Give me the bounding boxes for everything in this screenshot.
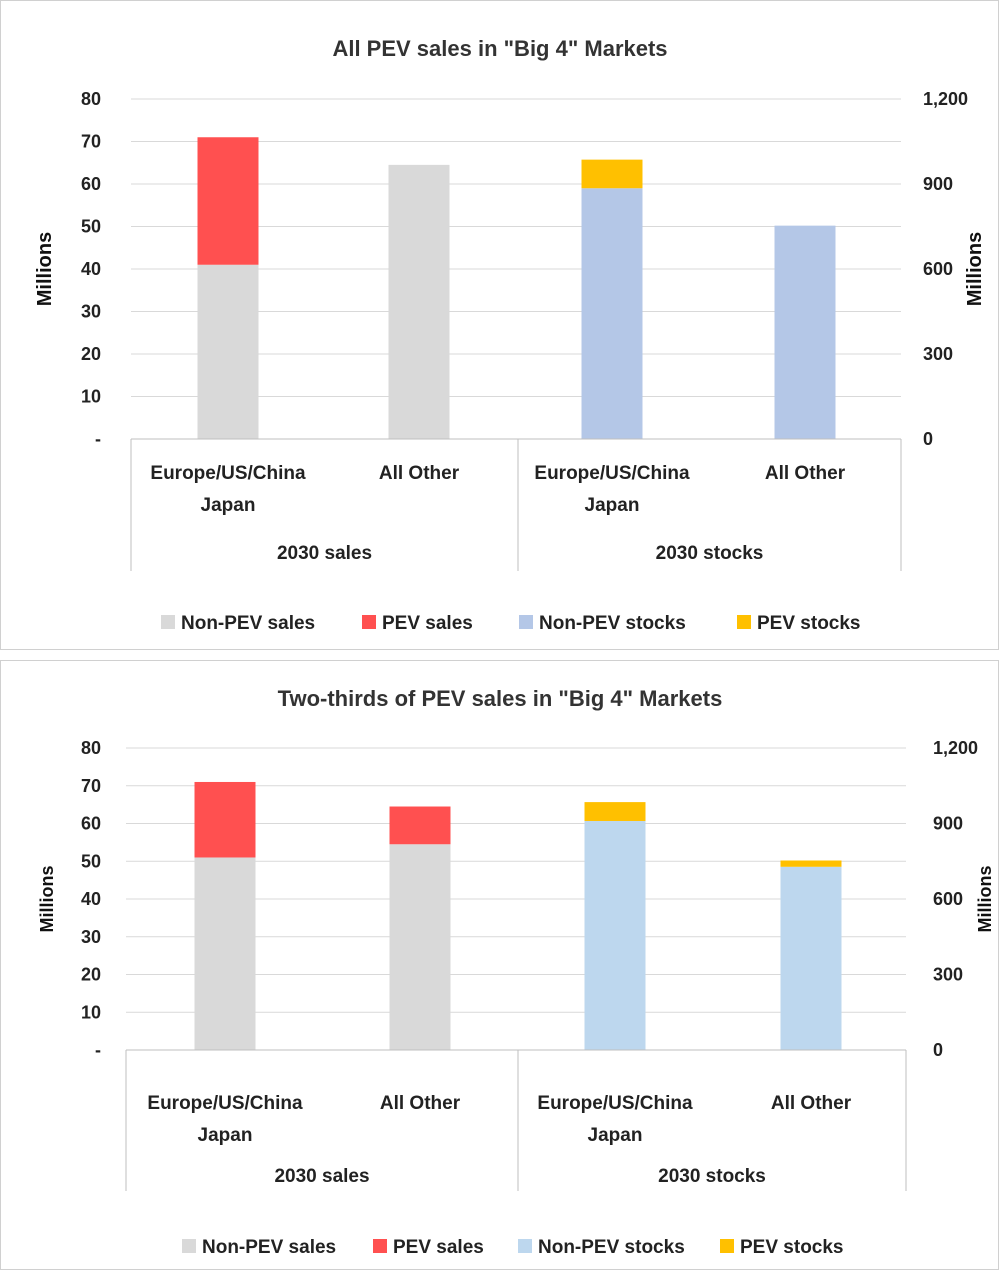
legend-swatch xyxy=(362,615,376,629)
x-category-label: Japan xyxy=(201,495,256,516)
x-group-label: 2030 stocks xyxy=(658,1166,766,1187)
bar-non-pev-stocks xyxy=(780,866,842,1050)
legend-swatch xyxy=(519,615,533,629)
y-tick-label: 60 xyxy=(81,814,101,834)
y-tick-label: 50 xyxy=(81,851,101,871)
legend-swatch xyxy=(182,1239,196,1253)
x-category-label: Europe/US/China xyxy=(537,1093,693,1114)
y2-tick-label: 600 xyxy=(933,889,963,909)
chart-title: All PEV sales in "Big 4" Markets xyxy=(332,36,667,61)
x-group-label: 2030 sales xyxy=(274,1166,369,1187)
bar-non-pev-stocks xyxy=(774,225,836,439)
y2-tick-label: 900 xyxy=(923,174,953,194)
legend-label: Non-PEV stocks xyxy=(539,613,686,634)
y2-tick-label: 300 xyxy=(923,344,953,364)
x-category-label: Europe/US/China xyxy=(150,463,306,484)
bar-non-pev-sales xyxy=(388,164,450,439)
bar-non-pev-stocks xyxy=(581,188,643,439)
legend-swatch xyxy=(161,615,175,629)
y2-tick-label: 0 xyxy=(923,429,933,449)
x-group-label: 2030 sales xyxy=(277,543,372,564)
legend-swatch xyxy=(737,615,751,629)
bar-non-pev-stocks xyxy=(584,820,646,1050)
y-tick-label: 10 xyxy=(81,387,101,407)
x-category-label: Europe/US/China xyxy=(534,463,690,484)
legend-swatch xyxy=(373,1239,387,1253)
x-category-label: Japan xyxy=(588,1125,643,1146)
y-tick-label: 50 xyxy=(81,217,101,237)
chart-svg-two-thirds-pev-sales: Two-thirds of PEV sales in "Big 4" Marke… xyxy=(37,686,995,1258)
x-group-label: 2030 stocks xyxy=(656,543,764,564)
bar-pev-stocks xyxy=(780,860,842,867)
y-tick-label: - xyxy=(95,429,101,449)
legend-label: Non-PEV sales xyxy=(202,1237,336,1258)
legend-label: Non-PEV sales xyxy=(181,613,315,634)
x-category-label: All Other xyxy=(765,463,846,484)
legend-swatch xyxy=(518,1239,532,1253)
bar-non-pev-sales xyxy=(197,264,259,439)
y-tick-label: - xyxy=(95,1040,101,1060)
x-category-label: Japan xyxy=(198,1125,253,1146)
y-tick-label: 80 xyxy=(81,89,101,109)
x-category-label: All Other xyxy=(379,463,460,484)
y2-tick-label: 1,200 xyxy=(923,89,968,109)
legend-label: Non-PEV stocks xyxy=(538,1237,685,1258)
bar-pev-sales xyxy=(197,137,259,265)
legend-label: PEV stocks xyxy=(757,613,861,634)
bar-non-pev-sales xyxy=(389,844,451,1050)
y-tick-label: 30 xyxy=(81,927,101,947)
chart-title: Two-thirds of PEV sales in "Big 4" Marke… xyxy=(278,686,723,711)
y2-tick-label: 600 xyxy=(923,259,953,279)
y-tick-label: 40 xyxy=(81,889,101,909)
chart-panel-two-thirds-pev-sales: Two-thirds of PEV sales in "Big 4" Marke… xyxy=(0,660,999,1270)
chart-panel-all-pev-sales: All PEV sales in "Big 4" Markets - 10 20 30 4… xyxy=(0,0,999,650)
y-tick-label: 70 xyxy=(81,776,101,796)
bar-pev-sales xyxy=(389,806,451,845)
y2-tick-label: 900 xyxy=(933,814,963,834)
y-tick-label: 10 xyxy=(81,1002,101,1022)
y-tick-label: 40 xyxy=(81,259,101,279)
x-category-label: Europe/US/China xyxy=(147,1093,303,1114)
bar-pev-stocks xyxy=(581,159,643,189)
y2-axis-title: Millions xyxy=(975,866,995,933)
y-tick-label: 80 xyxy=(81,738,101,758)
chart-svg-all-pev-sales: All PEV sales in "Big 4" Markets - 10 20 30 4… xyxy=(34,36,986,634)
legend-swatch xyxy=(720,1239,734,1253)
x-category-label: Japan xyxy=(585,495,640,516)
y2-tick-label: 300 xyxy=(933,965,963,985)
bar-pev-sales xyxy=(194,781,256,858)
x-category-label: All Other xyxy=(771,1093,852,1114)
y-tick-label: 20 xyxy=(81,965,101,985)
legend-label: PEV stocks xyxy=(740,1237,844,1258)
bar-non-pev-sales xyxy=(194,857,256,1050)
bar-pev-stocks xyxy=(584,802,646,821)
y-tick-label: 20 xyxy=(81,344,101,364)
y-tick-label: 70 xyxy=(81,132,101,152)
y-axis-title: Millions xyxy=(37,866,57,933)
y-tick-label: 60 xyxy=(81,174,101,194)
y2-axis-title: Millions xyxy=(964,232,986,306)
legend-label: PEV sales xyxy=(393,1237,484,1258)
legend-label: PEV sales xyxy=(382,613,473,634)
y2-tick-label: 0 xyxy=(933,1040,943,1060)
x-category-label: All Other xyxy=(380,1093,461,1114)
y-axis-title: Millions xyxy=(34,232,56,306)
y2-tick-label: 1,200 xyxy=(933,738,978,758)
y-tick-label: 30 xyxy=(81,302,101,322)
